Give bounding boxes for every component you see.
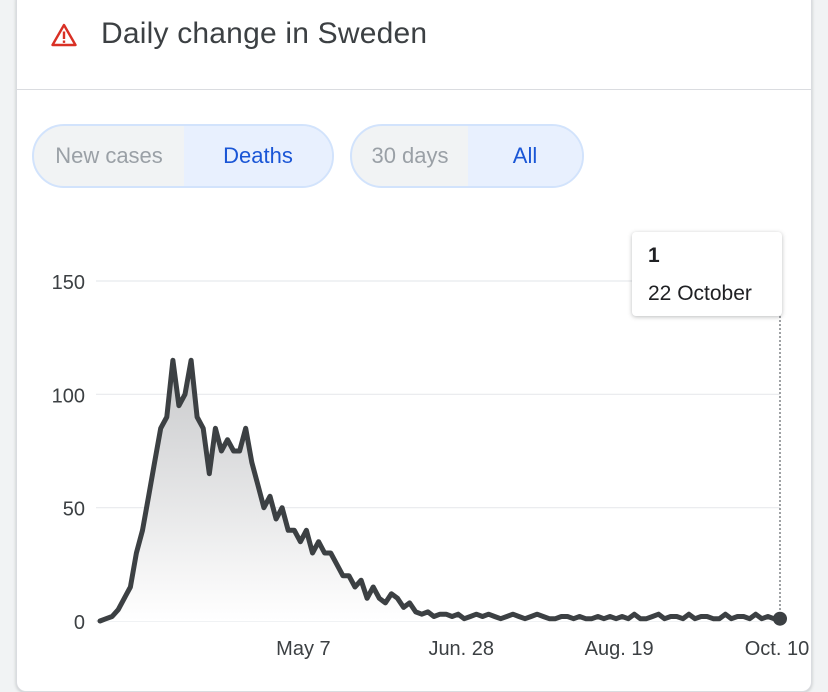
x-tick-label-2: Aug. 19 — [585, 638, 654, 660]
x-tick-label-3: Oct. 10 — [745, 638, 809, 660]
all-option[interactable]: All — [468, 126, 582, 186]
warning-icon — [51, 23, 77, 47]
y-tick-label-100: 100 — [52, 385, 85, 407]
area-fill — [100, 360, 780, 621]
series-line-deaths — [97, 357, 783, 624]
card-header: Daily change in Sweden — [17, 1, 811, 90]
tooltip: 1 22 October — [632, 232, 782, 316]
x-tick-label-0: May 7 — [276, 638, 330, 660]
y-tick-label-0: 0 — [74, 612, 85, 634]
30-days-option[interactable]: 30 days — [371, 143, 449, 168]
x-tick-label-1: Jun. 28 — [428, 638, 494, 660]
tooltip-value: 1 — [648, 244, 660, 267]
y-tick-label-150: 150 — [52, 272, 85, 294]
deaths-chart[interactable]: 0 50 100 150 May 7 Jun. 28 Aug. 19 Oct. 10 — [0, 0, 828, 666]
y-tick-label-50: 50 — [63, 499, 85, 521]
page-title: Daily change in Sweden — [101, 17, 428, 50]
deaths-option[interactable]: Deaths — [184, 126, 332, 186]
hover-point[interactable] — [773, 611, 787, 626]
range-toggle: 30 days All — [350, 124, 584, 188]
new-cases-option[interactable]: New cases — [55, 143, 163, 168]
metric-toggle: New cases Deaths — [32, 124, 334, 188]
tooltip-date: 22 October — [648, 282, 752, 305]
